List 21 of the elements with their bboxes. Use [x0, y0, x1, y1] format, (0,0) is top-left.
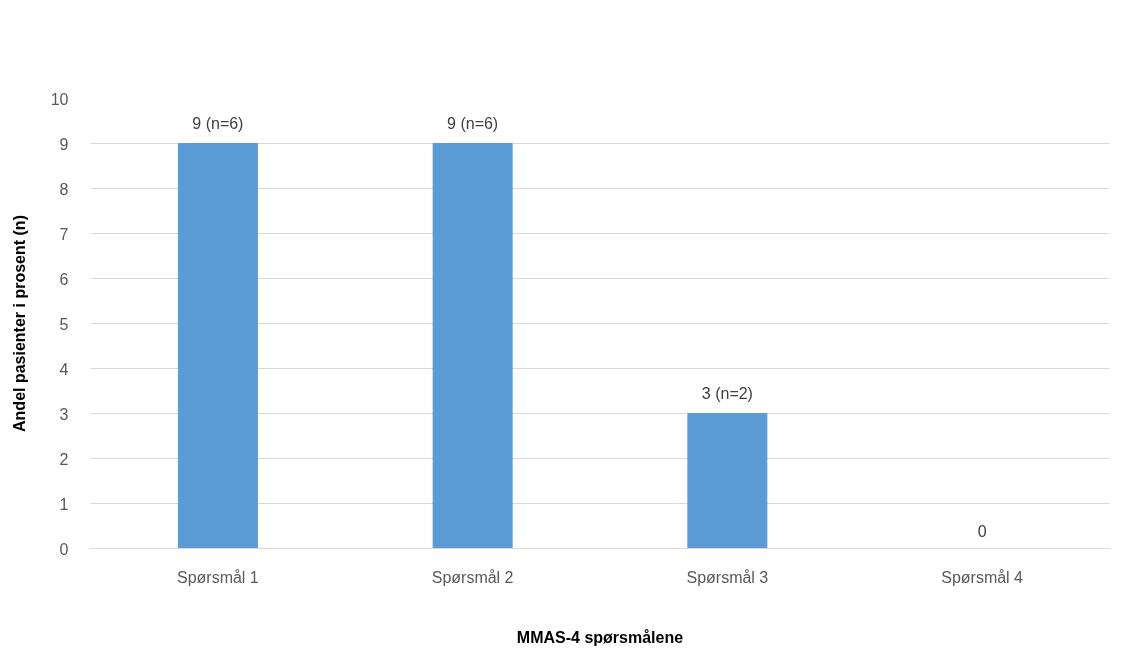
x-tick-label: Spørsmål 1 — [176, 568, 259, 586]
x-tick-label: Spørsmål 2 — [431, 568, 514, 586]
y-tick-label: 8 — [59, 180, 69, 198]
y-tick-label: 3 — [59, 405, 69, 423]
y-tick-label: 7 — [59, 225, 69, 243]
y-tick-label: 4 — [59, 360, 69, 378]
x-tick-label: Spørsmål 3 — [686, 568, 769, 586]
y-tick-label: 6 — [59, 270, 69, 288]
x-tick-label: Spørsmål 4 — [941, 568, 1024, 586]
y-tick-label: 10 — [50, 90, 69, 108]
y-tick-label: 5 — [59, 315, 69, 333]
y-tick-label: 9 — [59, 135, 69, 153]
y-tick-label: 1 — [59, 495, 69, 513]
y-axis-title: Andel pasienter i prosent (n) — [10, 215, 28, 432]
data-label: 3 (n=2) — [701, 384, 753, 402]
data-label: 9 (n=6) — [192, 114, 244, 132]
y-tick-label: 2 — [59, 450, 69, 468]
x-axis-title: MMAS-4 spørsmålene — [516, 628, 684, 646]
data-label: 0 — [977, 522, 987, 540]
y-tick-label: 0 — [59, 540, 69, 558]
data-label: 9 (n=6) — [447, 114, 499, 132]
